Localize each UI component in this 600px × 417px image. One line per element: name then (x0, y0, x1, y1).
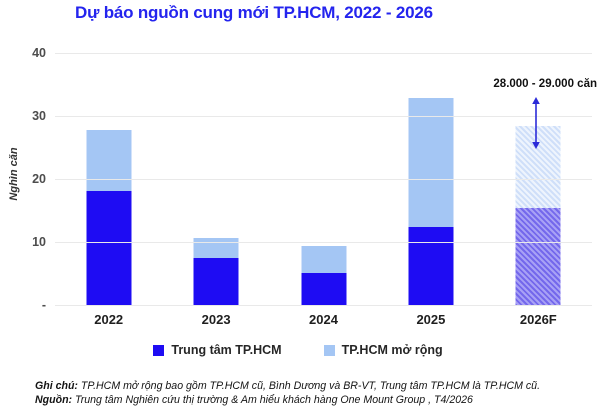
legend: Trung tâm TP.HCM TP.HCM mở rộng (28, 343, 568, 357)
x-tick-label-2025: 2025 (416, 312, 446, 327)
bar-2022 (86, 129, 132, 306)
note-label: Ghi chú: (35, 380, 78, 392)
bar-2025-segment-mo-rong (408, 98, 454, 228)
gridline-30 (55, 116, 592, 117)
gridline-10 (55, 242, 592, 243)
bar-2026F-segment-trung-tam (515, 208, 561, 306)
legend-swatch-icon (153, 344, 165, 356)
legend-label: Trung tâm TP.HCM (171, 343, 282, 357)
category-slot-2023 (162, 54, 269, 306)
bar-2023 (193, 237, 239, 306)
forecast-annotation-label: 28.000 - 29.000 căn (493, 78, 597, 90)
x-tick-label-2024: 2024 (309, 312, 338, 327)
bar-2025-segment-trung-tam (408, 227, 454, 306)
bar-2025 (408, 98, 454, 306)
plot-area (55, 53, 592, 306)
y-tick-label: 20 (32, 172, 46, 186)
x-tick-label-2023: 2023 (201, 312, 231, 327)
note-line: Ghi chú: TP.HCM mở rộng bao gồm TP.HCM c… (35, 380, 595, 394)
chart-title: Dự báo nguồn cung mới TP.HCM, 2022 - 202… (75, 3, 433, 22)
category-slot-2025 (377, 54, 484, 306)
bar-2024-segment-mo-rong (301, 245, 347, 274)
bar-2022-segment-trung-tam (86, 191, 132, 306)
bar-2023-segment-mo-rong (193, 237, 239, 259)
y-tick-label: 30 (32, 109, 46, 123)
range-arrow-icon (532, 97, 540, 149)
source-label: Nguồn: (35, 393, 73, 406)
gridline-40 (55, 53, 592, 54)
footnotes: Ghi chú: TP.HCM mở rộng bao gồm TP.HCM c… (35, 380, 595, 407)
note-text: TP.HCM mở rộng bao gồm TP.HCM cũ, Bình D… (77, 380, 541, 392)
category-slot-2024 (270, 54, 377, 306)
y-tick-label: - (41, 298, 46, 312)
bar-2024 (301, 245, 347, 306)
category-slot-2026F (485, 54, 592, 306)
x-axis-labels: 2022 2023 2024 2025 2026F (55, 312, 592, 327)
bar-2022-segment-mo-rong (86, 129, 132, 192)
bar-2024-segment-trung-tam (301, 273, 347, 306)
bar-2026F-segment-mo-rong (515, 125, 561, 209)
x-tick-label-2026F: 2026F (519, 312, 557, 327)
bar-2026F (515, 125, 561, 306)
legend-item: TP.HCM mở rộng (323, 343, 443, 357)
bars-container (55, 54, 592, 306)
bar-2023-segment-trung-tam (193, 258, 239, 306)
y-tick-label: 40 (32, 46, 46, 60)
legend-label: TP.HCM mở rộng (341, 343, 443, 357)
legend-item: Trung tâm TP.HCM (153, 343, 282, 357)
gridline-- (55, 305, 592, 306)
source-text: Trung tâm Nghiên cứu thị trường & Am hiể… (72, 393, 473, 406)
x-tick-label-2022: 2022 (94, 312, 124, 327)
legend-swatch-icon (323, 344, 335, 356)
category-slot-2022 (55, 54, 162, 306)
y-tick-label: 10 (32, 235, 46, 249)
source-line: Nguồn: Trung tâm Nghiên cứu thị trường &… (35, 394, 595, 408)
gridline-20 (55, 179, 592, 180)
